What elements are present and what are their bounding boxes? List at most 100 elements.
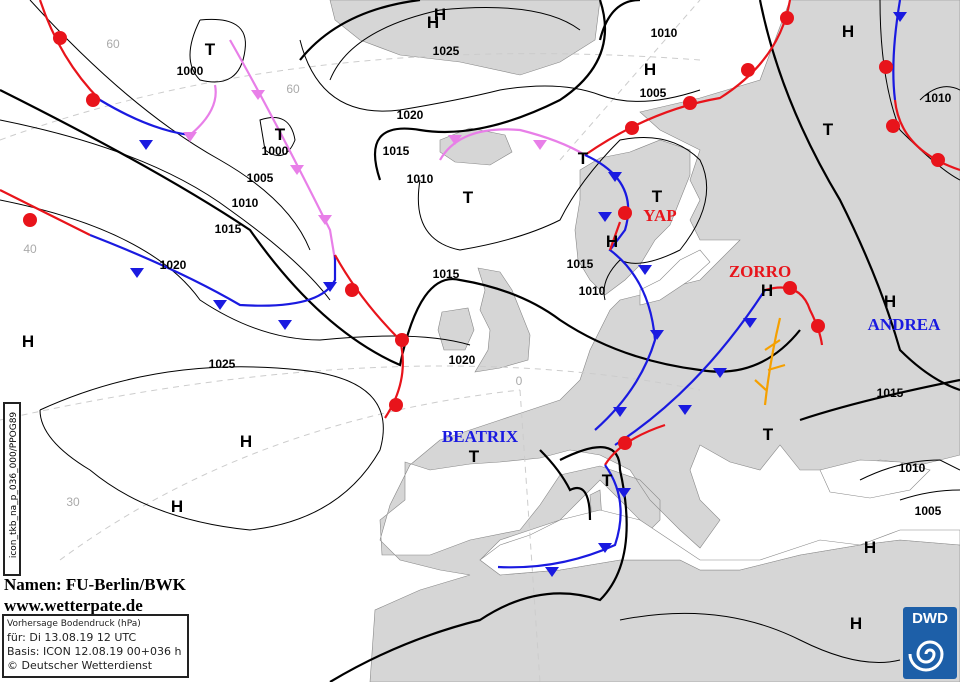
high-pressure-label: H — [842, 22, 854, 41]
isobar-label: 1000 — [177, 64, 204, 78]
high-pressure-label: H — [171, 497, 183, 516]
forecast-info-box: Vorhersage Bodendruck (hPa) für: Di 13.0… — [2, 614, 189, 678]
trough — [754, 317, 786, 406]
isobar-label: 1010 — [232, 196, 259, 210]
cold-front-triangle — [545, 567, 559, 577]
cold-front-triangle — [638, 265, 652, 275]
low-pressure-label: T — [578, 149, 589, 168]
isobar-label: 1020 — [397, 108, 424, 122]
warm-front-semicircle — [931, 153, 945, 167]
isobar-label: 1025 — [209, 357, 236, 371]
cold-front-triangle — [278, 320, 292, 330]
low-pressure-label: T — [602, 471, 613, 490]
front-symbols — [23, 11, 945, 577]
scandinavia — [574, 139, 691, 296]
warm-front-semicircle — [683, 96, 697, 110]
warm-front-semicircle — [811, 319, 825, 333]
warm-front-semicircle — [345, 283, 359, 297]
isobar-label: 1010 — [579, 284, 606, 298]
high-pressure-label: H — [884, 292, 896, 311]
isobar-label: 1010 — [407, 172, 434, 186]
europe — [369, 0, 960, 682]
cold-front — [497, 464, 622, 569]
cold-front-triangle — [650, 330, 664, 340]
cold-front-triangle — [743, 318, 757, 328]
warm-front-semicircle — [618, 206, 632, 220]
dwd-logo: DWD — [903, 607, 957, 679]
warm-front — [0, 189, 91, 236]
occlusion-symbol — [533, 140, 547, 150]
high-pressure-label: H — [761, 281, 773, 300]
warm-front-semicircle — [86, 93, 100, 107]
mediterranean — [479, 509, 960, 576]
high-pressure-label: H — [434, 5, 446, 24]
cold-front — [614, 289, 766, 446]
low-pressure-label: T — [823, 120, 834, 139]
isobar-label: 1000 — [262, 144, 289, 158]
cold-front-triangle — [893, 12, 907, 22]
greenland — [329, 0, 601, 76]
cold-front-triangle — [608, 172, 622, 182]
cold-front-triangle — [130, 268, 144, 278]
low-pressure-label: T — [763, 425, 774, 444]
warm-front-semicircle — [741, 63, 755, 77]
credits-names: Namen: FU-Berlin/BWK — [4, 575, 186, 594]
warm-front-semicircle — [618, 436, 632, 450]
great-britain — [474, 267, 531, 373]
occlusion-symbol — [318, 215, 332, 225]
dwd-logo-text: DWD — [912, 610, 948, 627]
grid-label: 60 — [106, 37, 120, 51]
cold-front — [89, 233, 337, 307]
warm-front — [893, 99, 960, 172]
warm-front-semicircle — [625, 121, 639, 135]
warm-front — [608, 221, 622, 251]
isobar-label: 1015 — [383, 144, 410, 158]
credits-url[interactable]: www.wetterpate.de — [4, 596, 143, 615]
isobar-label: 1005 — [640, 86, 667, 100]
system-name-andrea: ANDREA — [868, 315, 941, 334]
cold-front-triangle — [323, 282, 337, 292]
cold-front-triangle — [617, 488, 631, 498]
low-pressure-label: T — [652, 187, 663, 206]
cold-front-triangle — [139, 140, 153, 150]
isobar-label: 1015 — [215, 222, 242, 236]
high-pressure-label: H — [22, 332, 34, 351]
high-pressure-label: H — [850, 614, 862, 633]
occlusion-symbol — [448, 135, 462, 145]
grid-label: 30 — [66, 495, 80, 509]
low-pressure-label: T — [275, 125, 286, 144]
cold-front-triangle — [598, 543, 612, 553]
high-pressure-label: H — [644, 60, 656, 79]
warm-front — [584, 0, 792, 156]
info-basis: Basis: ICON 12.08.19 00+036 h — [7, 645, 182, 658]
warm-front-semicircle — [886, 119, 900, 133]
low-pressure-label: T — [463, 188, 474, 207]
model-id: icon_tkb_na_p_036_000/PPOG89 — [9, 411, 19, 559]
land-masses — [329, 0, 960, 682]
cold-front-triangle — [713, 368, 727, 378]
isobar-label: 1015 — [877, 386, 904, 400]
occluded-front — [189, 39, 337, 261]
isobar-label: 1010 — [899, 461, 926, 475]
warm-front-semicircle — [395, 333, 409, 347]
isobar-label: 1005 — [915, 504, 942, 518]
warm-front-semicircle — [780, 11, 794, 25]
warm-front-semicircle — [389, 398, 403, 412]
warm-front-semicircle — [23, 213, 37, 227]
warm-front-semicircle — [879, 60, 893, 74]
cold-front-triangle — [598, 212, 612, 222]
high-pressure-label: H — [240, 432, 252, 451]
isobar-label: 1005 — [247, 171, 274, 185]
grid-label: 40 — [23, 242, 37, 256]
warm-front — [38, 0, 101, 101]
isobar-label: 1025 — [433, 44, 460, 58]
model-id-box: icon_tkb_na_p_036_000/PPOG89 — [3, 402, 21, 576]
cold-front-triangle — [613, 407, 627, 417]
isobar-label: 1015 — [433, 267, 460, 281]
occlusion-symbol — [290, 165, 304, 175]
low-pressure-label: T — [205, 40, 216, 59]
dwd-swirl-icon — [908, 640, 944, 672]
